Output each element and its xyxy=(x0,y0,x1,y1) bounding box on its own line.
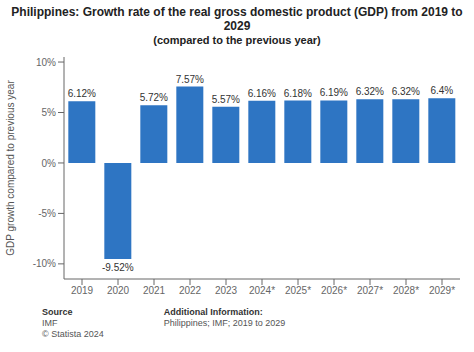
svg-text:5%: 5% xyxy=(42,107,57,118)
svg-text:10%: 10% xyxy=(36,57,56,68)
html-text:© Statista 2024: © Statista 2024 xyxy=(42,329,104,339)
svg-text:6.32%: 6.32% xyxy=(356,86,384,97)
svg-text:2026*: 2026* xyxy=(321,285,347,296)
svg-text:6.12%: 6.12% xyxy=(68,88,96,99)
svg-text:5.72%: 5.72% xyxy=(140,92,168,103)
svg-text:6.18%: 6.18% xyxy=(284,88,312,99)
svg-text:2029*: 2029* xyxy=(429,285,455,296)
svg-text:GDP growth compared to previou: GDP growth compared to previous year xyxy=(8,80,16,256)
svg-text:-10%: -10% xyxy=(33,258,56,269)
svg-text:-5%: -5% xyxy=(38,208,56,219)
svg-text:2020: 2020 xyxy=(107,285,130,296)
svg-text:6.32%: 6.32% xyxy=(392,86,420,97)
svg-text:2019: 2019 xyxy=(71,285,94,296)
svg-text:2025*: 2025* xyxy=(285,285,311,296)
svg-text:6.19%: 6.19% xyxy=(320,87,348,98)
svg-text:6.4%: 6.4% xyxy=(430,85,453,96)
svg-text:2028*: 2028* xyxy=(393,285,419,296)
html-text:(compared to the previous year: (compared to the previous year) xyxy=(153,34,321,46)
svg-text:2021: 2021 xyxy=(143,285,166,296)
html-text:Philippines: Growth rate of th: Philippines: Growth rate of the real gro… xyxy=(11,5,463,33)
html-text:Philippines; IMF; 2019 to 2029: Philippines; IMF; 2019 to 2029 xyxy=(163,318,286,328)
svg-text:7.57%: 7.57% xyxy=(176,74,204,85)
svg-text:2023: 2023 xyxy=(215,285,238,296)
svg-text:6.16%: 6.16% xyxy=(248,88,276,99)
svg-text:2024*: 2024* xyxy=(249,285,275,296)
html-text:Additional Information:: Additional Information: xyxy=(163,307,263,317)
html-text:Source: Source xyxy=(42,307,73,317)
svg-text:2027*: 2027* xyxy=(357,285,383,296)
svg-text:5.57%: 5.57% xyxy=(212,94,240,105)
svg-text:0%: 0% xyxy=(42,158,57,169)
svg-text:-9.52%: -9.52% xyxy=(102,262,134,273)
svg-text:2022: 2022 xyxy=(179,285,202,296)
html-text:IMF: IMF xyxy=(42,318,58,328)
